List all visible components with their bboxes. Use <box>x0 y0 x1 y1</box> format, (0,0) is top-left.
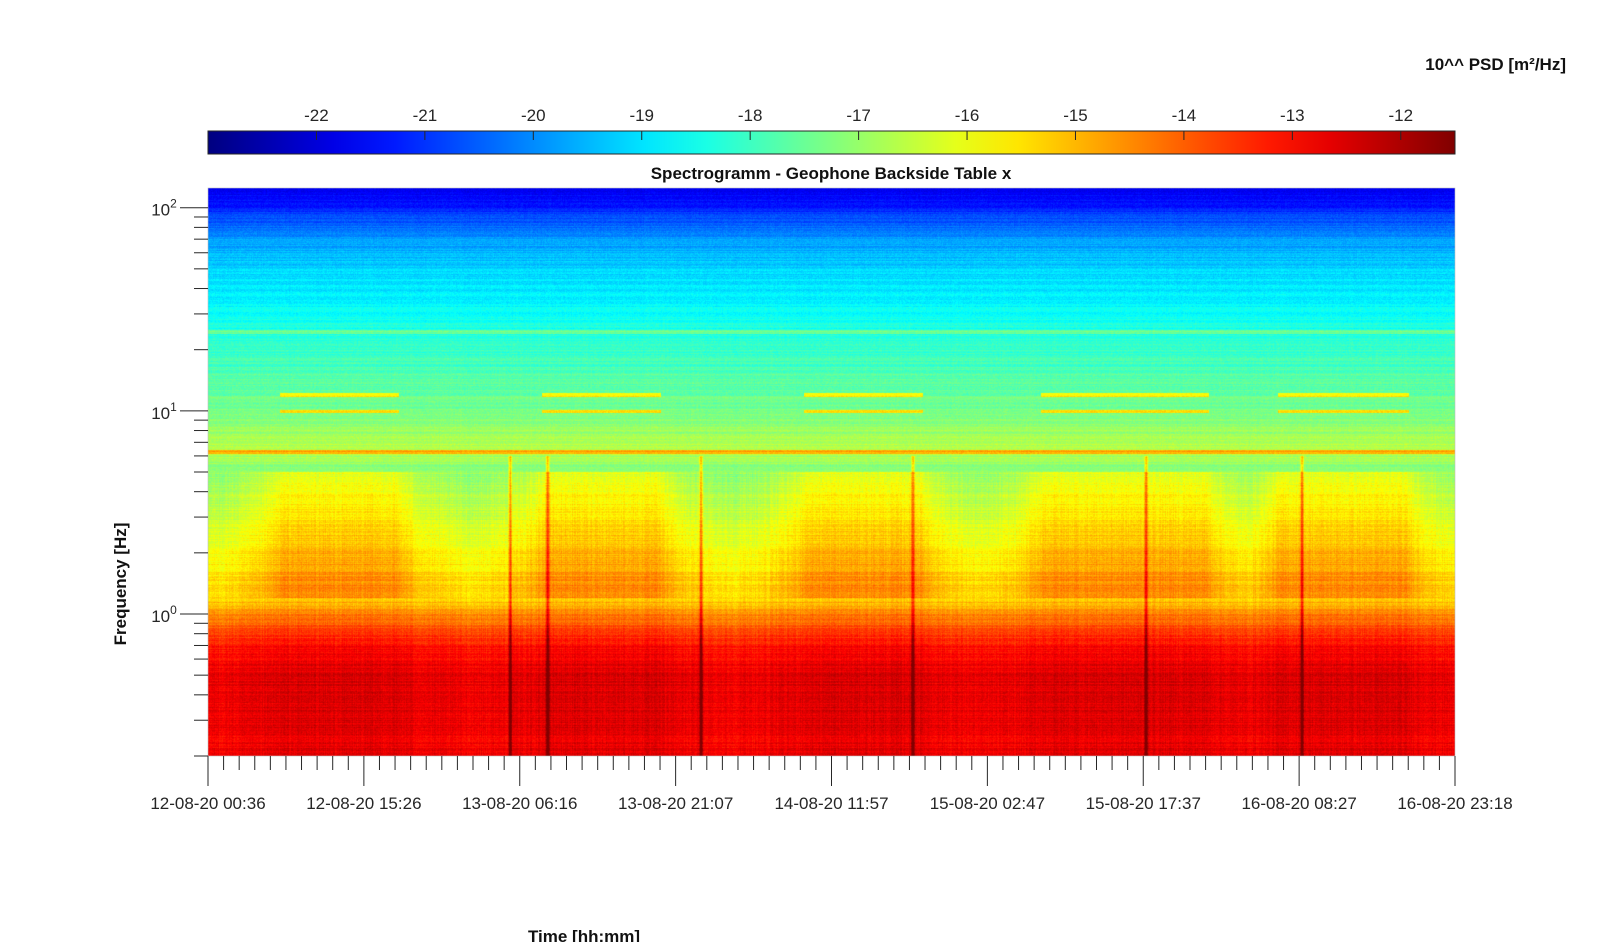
chart-title: Spectrogramm - Geophone Backside Table x <box>651 164 1012 183</box>
x-axis-label: Time [hh:mm] <box>528 927 640 942</box>
x-tick-label: 13-08-20 21:07 <box>618 794 733 813</box>
colorbar: -22 -21 -20 -19 -18 -17 -16 -15 -14 -13 -12 <box>207 106 1456 155</box>
x-tick-label: 14-08-20 11:57 <box>774 794 888 813</box>
colorbar-tick-label: -19 <box>629 106 654 125</box>
x-axis: 12-08-20 00:36 12-08-20 15:26 13-08-20 06:… <box>150 756 1513 813</box>
x-tick-label: 16-08-20 23:18 <box>1397 794 1512 813</box>
x-tick-label: 13-08-20 06:16 <box>462 794 577 813</box>
colorbar-tick-label: -17 <box>846 106 871 125</box>
colorbar-tick-label: -16 <box>955 106 980 125</box>
colorbar-gradient <box>207 130 1456 155</box>
x-tick-label: 16-08-20 08:27 <box>1241 794 1356 813</box>
x-tick-label: 15-08-20 02:47 <box>930 794 1045 813</box>
x-tick-label: 12-08-20 00:36 <box>150 794 265 813</box>
spectrogram-heatmap <box>208 188 1455 756</box>
colorbar-tick-label: -22 <box>304 106 329 125</box>
colorbar-tick-label: -12 <box>1388 106 1413 125</box>
y-axis-label: Frequency [Hz] <box>111 523 130 646</box>
y-tick-label: 102 <box>151 197 177 220</box>
colorbar-ticks: -22 -21 -20 -19 -18 -17 -16 -15 -14 -13 -12 <box>304 106 1413 140</box>
colorbar-label: 10^^ PSD [m²/Hz] <box>1425 55 1566 74</box>
colorbar-tick-label: -20 <box>521 106 546 125</box>
x-tick-label: 12-08-20 15:26 <box>306 794 421 813</box>
y-tick-label: 100 <box>151 603 177 626</box>
colorbar-tick-label: -18 <box>738 106 763 125</box>
y-axis: 100 101 102 <box>151 197 208 757</box>
colorbar-tick-label: -13 <box>1280 106 1305 125</box>
y-tick-label: 101 <box>151 400 177 423</box>
colorbar-tick-label: -15 <box>1063 106 1088 125</box>
colorbar-tick-label: -21 <box>413 106 438 125</box>
x-tick-label: 15-08-20 17:37 <box>1086 794 1201 813</box>
colorbar-tick-label: -14 <box>1172 106 1197 125</box>
